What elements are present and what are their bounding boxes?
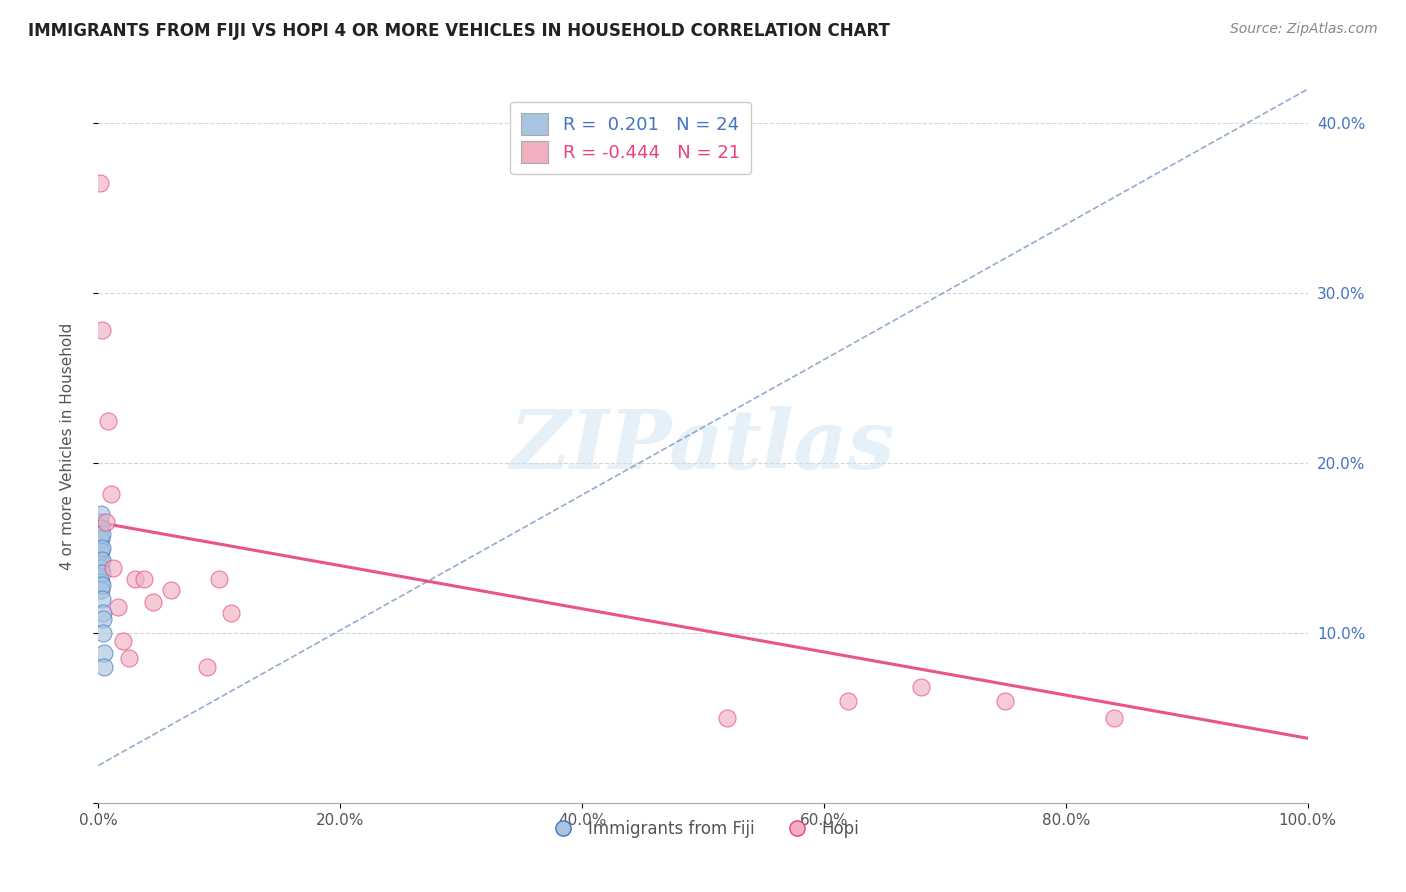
Legend: Immigrants from Fiji, Hopi: Immigrants from Fiji, Hopi	[540, 814, 866, 845]
Point	[90, 544, 112, 558]
Point	[124, 572, 146, 586]
Point	[89, 572, 111, 586]
Point	[91, 606, 114, 620]
Point	[97, 413, 120, 427]
Point	[93, 646, 115, 660]
Point	[91, 578, 114, 592]
Y-axis label: 4 or more Vehicles in Household: 4 or more Vehicles in Household	[60, 322, 75, 570]
Point	[90, 533, 112, 547]
Point	[195, 660, 218, 674]
Point	[90, 574, 112, 589]
Text: IMMIGRANTS FROM FIJI VS HOPI 4 OR MORE VEHICLES IN HOUSEHOLD CORRELATION CHART: IMMIGRANTS FROM FIJI VS HOPI 4 OR MORE V…	[28, 22, 890, 40]
Point	[208, 572, 231, 586]
Point	[100, 486, 122, 500]
Point	[837, 694, 859, 708]
Point	[89, 533, 111, 547]
Text: Source: ZipAtlas.com: Source: ZipAtlas.com	[1230, 22, 1378, 37]
Point	[94, 516, 117, 530]
Point	[994, 694, 1017, 708]
Point	[91, 626, 114, 640]
Point	[716, 711, 738, 725]
Point	[90, 555, 112, 569]
Point	[90, 520, 112, 534]
Point	[111, 634, 134, 648]
Text: ZIPatlas: ZIPatlas	[510, 406, 896, 486]
Point	[89, 544, 111, 558]
Point	[910, 680, 932, 694]
Point	[91, 553, 114, 567]
Point	[89, 516, 111, 530]
Point	[90, 583, 112, 598]
Point	[91, 323, 114, 337]
Point	[1102, 711, 1125, 725]
Point	[91, 612, 114, 626]
Point	[160, 583, 183, 598]
Point	[90, 561, 112, 575]
Point	[91, 591, 114, 606]
Point	[134, 572, 156, 586]
Point	[91, 566, 114, 581]
Point	[89, 176, 111, 190]
Point	[221, 606, 243, 620]
Point	[91, 527, 114, 541]
Point	[107, 600, 129, 615]
Point	[101, 561, 124, 575]
Point	[93, 660, 115, 674]
Point	[91, 541, 114, 555]
Point	[142, 595, 165, 609]
Point	[89, 558, 111, 572]
Point	[118, 651, 141, 665]
Point	[90, 507, 112, 521]
